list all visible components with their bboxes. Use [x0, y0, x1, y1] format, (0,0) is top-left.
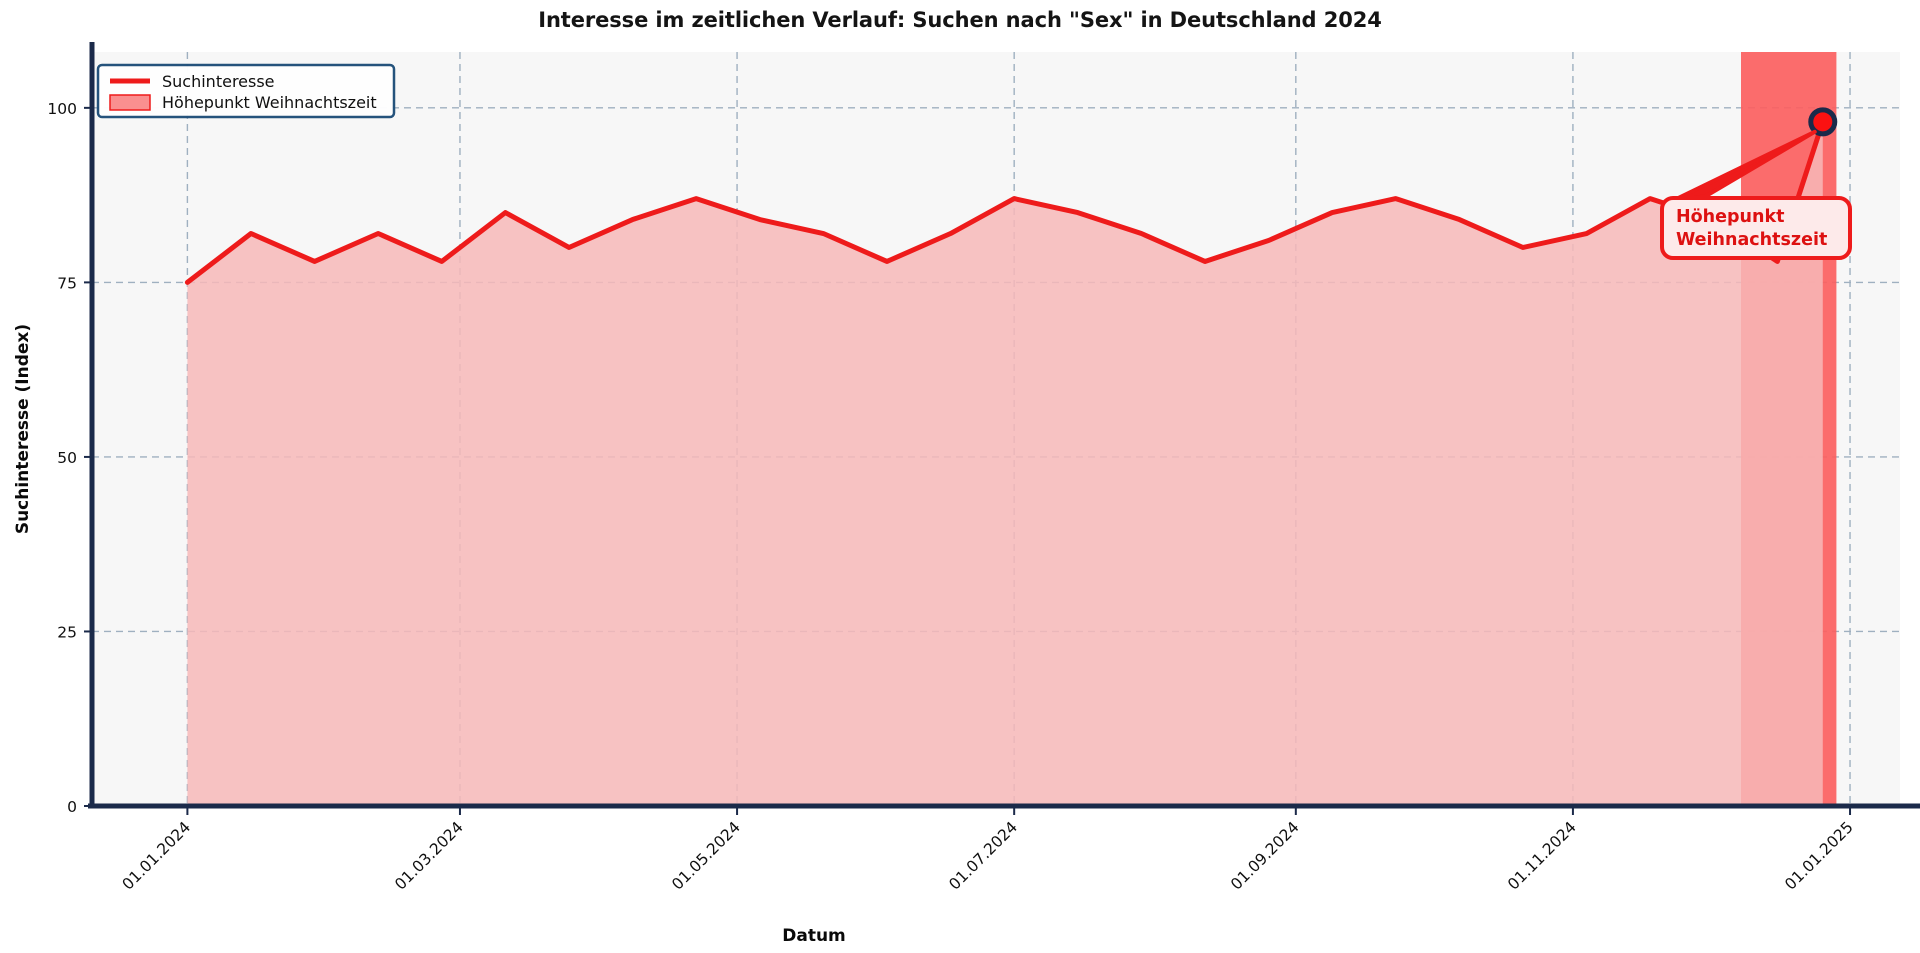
- peak-marker: [1808, 107, 1838, 137]
- x-tick-label: 01.05.2024: [668, 818, 743, 893]
- series-area-suchinteresse: [187, 121, 1823, 806]
- legend-label-weihnachtszeit[interactable]: Höhepunkt Weihnachtszeit: [162, 93, 377, 112]
- y-tick-label: 0: [67, 798, 77, 816]
- legend-label-suchinteresse[interactable]: Suchinteresse: [162, 72, 275, 91]
- y-axis-title: Suchinteresse (Index): [13, 324, 33, 534]
- series-line: [184, 119, 1826, 285]
- y-tick-label: 75: [57, 274, 77, 292]
- annotation-text-line1: Höhepunkt: [1676, 207, 1784, 227]
- x-tick-label: 01.11.2024: [1504, 818, 1579, 893]
- y-tick-label: 25: [57, 623, 77, 641]
- y-tick-label: 50: [57, 449, 77, 467]
- y-axis-ticks: 0 25 50 75 100: [47, 100, 92, 816]
- peak-marker-dot[interactable]: [1808, 107, 1838, 137]
- x-axis-title: Datum: [782, 926, 846, 946]
- legend-box: [96, 63, 396, 119]
- series-area-fill: [187, 121, 1823, 806]
- series-line-suchinteresse: [184, 119, 1826, 285]
- chart-title: Interesse im zeitlichen Verlauf: Suchen …: [538, 8, 1382, 32]
- x-tick-label: 01.01.2024: [119, 818, 194, 893]
- y-tick-label: 100: [47, 100, 77, 118]
- x-tick-label: 01.03.2024: [391, 818, 466, 893]
- x-tick-label: 01.07.2024: [946, 818, 1021, 893]
- annotation-text-line2: Weihnachtszeit: [1676, 230, 1827, 250]
- legend-swatch-patch-weihnachtszeit: [109, 94, 151, 111]
- x-tick-label: 01.01.2025: [1781, 818, 1856, 893]
- peak-annotation: Höhepunkt Weihnachtszeit: [1660, 129, 1852, 260]
- axis-titles: Datum Suchinteresse (Index): [13, 324, 846, 946]
- annotation-box: [1660, 196, 1852, 260]
- axis-spines: [88, 42, 1920, 809]
- x-axis-ticks: 01.01.2024 01.03.2024 01.05.2024 01.07.2024…: [119, 806, 1857, 894]
- chart-legend[interactable]: Suchinteresse Höhepunkt Weihnachtszeit: [96, 63, 396, 119]
- x-tick-label: 01.09.2024: [1227, 818, 1302, 893]
